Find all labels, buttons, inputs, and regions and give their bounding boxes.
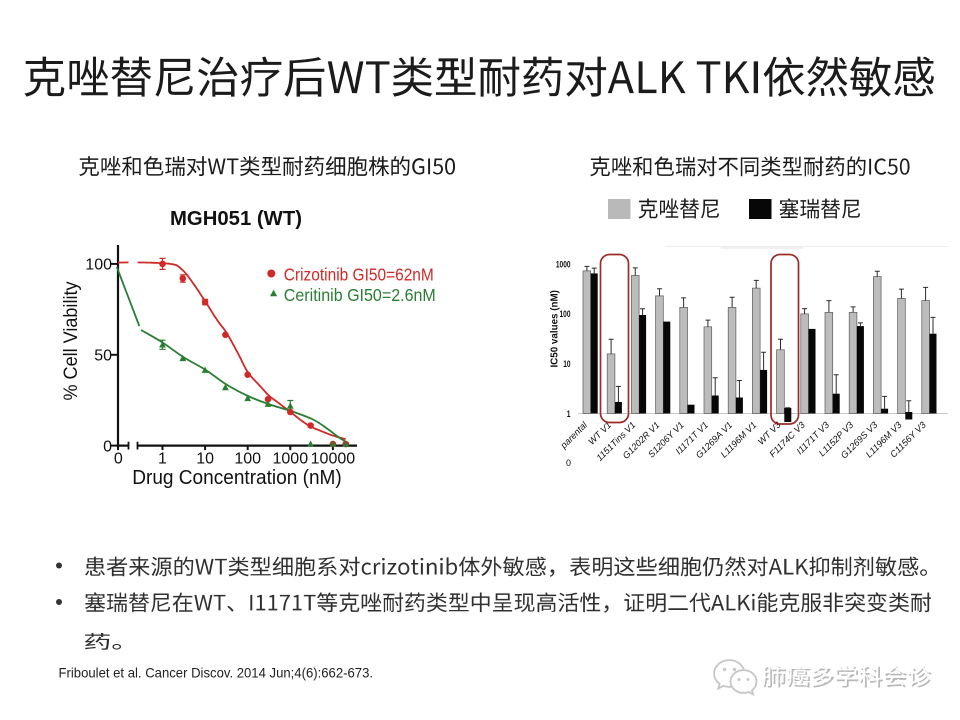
svg-text:0: 0	[114, 451, 123, 468]
svg-text:100: 100	[85, 257, 112, 274]
svg-text:MGH051 (WT): MGH051 (WT)	[170, 207, 302, 230]
svg-text:0: 0	[566, 458, 571, 468]
svg-text:Friboulet et al. Cancer Discov: Friboulet et al. Cancer Discov. 2014 Jun…	[59, 665, 374, 681]
svg-text:100: 100	[560, 309, 571, 320]
svg-text:1: 1	[158, 451, 167, 468]
svg-text:1000: 1000	[273, 451, 309, 468]
svg-text:50: 50	[94, 348, 112, 365]
svg-text:10: 10	[563, 359, 570, 370]
svg-text:IC50 values (nM): IC50 values (nM)	[550, 290, 561, 368]
svg-text:1: 1	[567, 409, 571, 420]
svg-text:10: 10	[196, 451, 214, 468]
svg-text:100: 100	[234, 451, 261, 468]
svg-text:Ceritinib GI50=2.6nM: Ceritinib GI50=2.6nM	[284, 285, 436, 305]
svg-text:Drug Concentration (nM): Drug Concentration (nM)	[132, 467, 342, 489]
svg-text:% Cell Viability: % Cell Viability	[61, 281, 82, 400]
svg-text:10000: 10000	[311, 451, 356, 468]
svg-text:1000: 1000	[556, 259, 571, 270]
svg-text:parental: parental	[558, 419, 590, 451]
svg-text:Crizotinib GI50=62nM: Crizotinib GI50=62nM	[284, 265, 434, 285]
svg-text:0: 0	[103, 438, 112, 455]
